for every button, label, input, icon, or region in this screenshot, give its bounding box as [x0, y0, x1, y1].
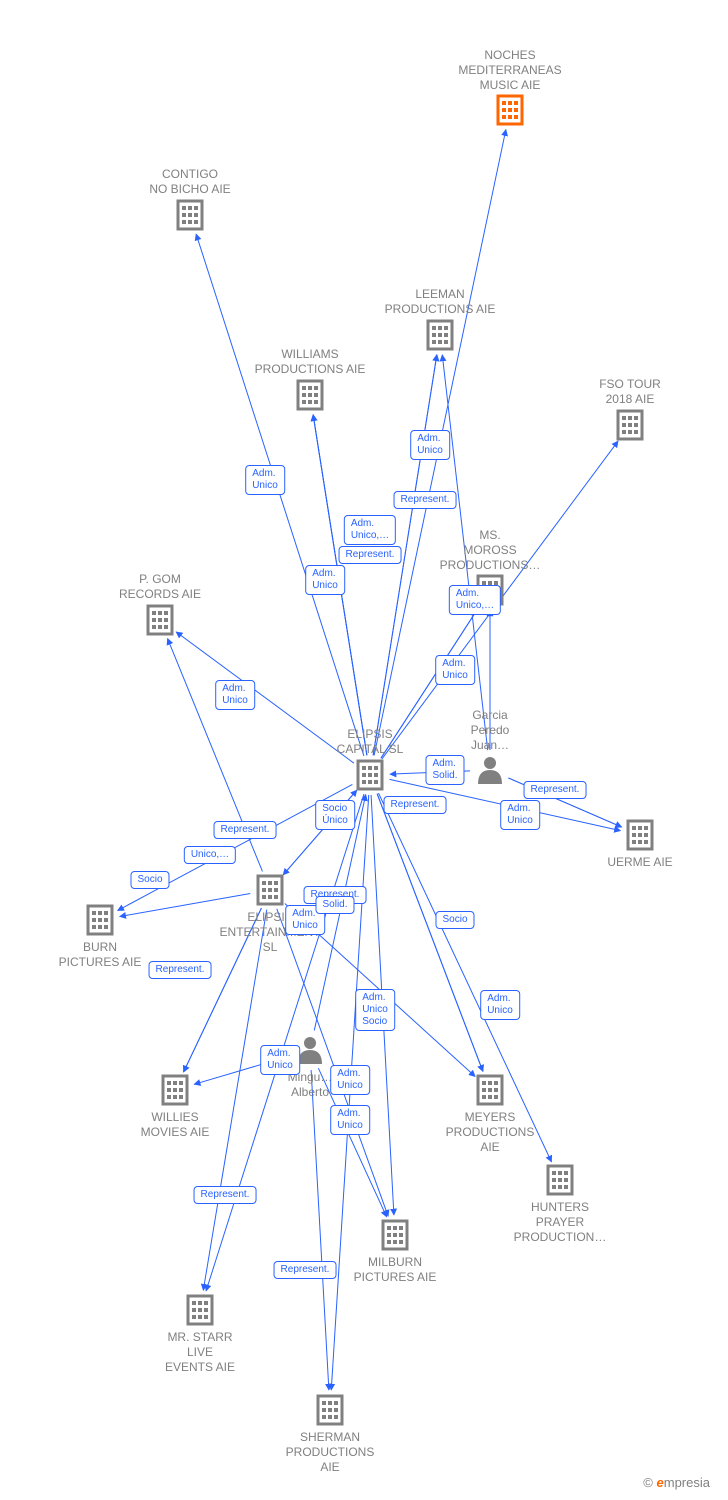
company-icon[interactable] [628, 821, 652, 849]
company-icon[interactable] [498, 96, 522, 124]
company-icon[interactable] [358, 761, 382, 789]
copyright: © empresia [643, 1475, 710, 1490]
company-icon[interactable] [383, 1221, 407, 1249]
edge [373, 355, 437, 755]
brand-rest: mpresia [664, 1475, 710, 1490]
person-icon[interactable] [298, 1037, 322, 1064]
edge [331, 795, 368, 1390]
edge [311, 1070, 329, 1390]
company-icon[interactable] [188, 1296, 212, 1324]
edge [442, 355, 487, 750]
edge [283, 790, 357, 875]
edge [390, 779, 621, 830]
edge [382, 441, 618, 759]
company-icon[interactable] [298, 381, 322, 409]
edge [196, 234, 364, 756]
edge [277, 909, 388, 1216]
company-icon[interactable] [178, 201, 202, 229]
company-icon[interactable] [258, 876, 282, 904]
network-graph [0, 0, 728, 1500]
edge [203, 910, 266, 1291]
brand-e: e [657, 1475, 664, 1490]
company-icon[interactable] [618, 411, 642, 439]
company-icon[interactable] [318, 1396, 342, 1424]
copyright-symbol: © [643, 1475, 653, 1490]
company-icon[interactable] [428, 321, 452, 349]
edge [381, 607, 479, 758]
edge [120, 893, 251, 916]
edge [377, 794, 483, 1072]
edge [508, 778, 621, 827]
company-icon[interactable] [478, 576, 502, 604]
person-icon[interactable] [478, 757, 502, 784]
company-icon[interactable] [88, 906, 112, 934]
edge [313, 415, 367, 755]
edge [390, 771, 470, 774]
company-icon[interactable] [163, 1076, 187, 1104]
company-icon[interactable] [148, 606, 172, 634]
edge [371, 795, 394, 1215]
company-icon[interactable] [548, 1166, 572, 1194]
edge [378, 793, 551, 1162]
edge [206, 794, 364, 1291]
edge [176, 632, 354, 763]
edge [318, 1068, 386, 1217]
edge [184, 908, 262, 1072]
company-icon[interactable] [478, 1076, 502, 1104]
edge [168, 639, 263, 872]
edge [374, 130, 506, 756]
